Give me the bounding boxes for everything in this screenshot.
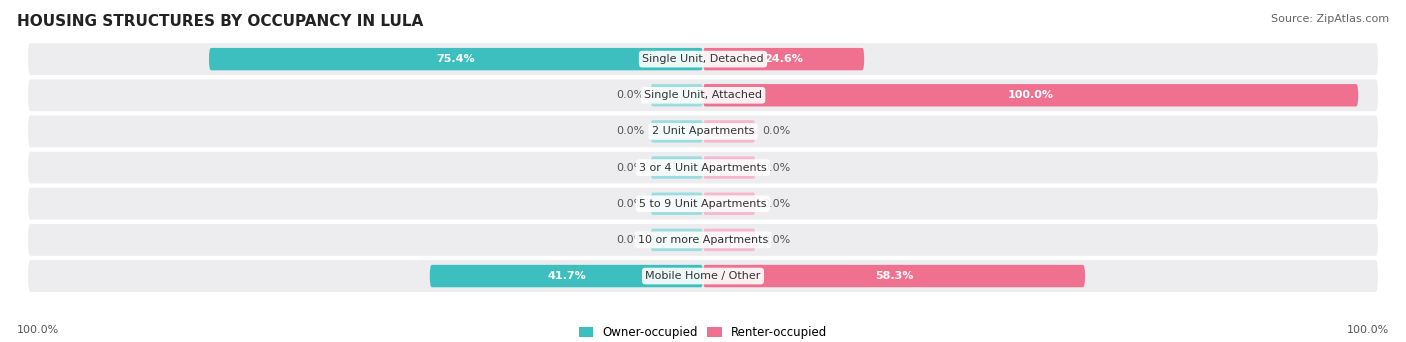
Text: 0.0%: 0.0% — [762, 199, 790, 209]
FancyBboxPatch shape — [651, 84, 703, 106]
Text: Source: ZipAtlas.com: Source: ZipAtlas.com — [1271, 14, 1389, 24]
FancyBboxPatch shape — [209, 48, 703, 70]
Text: 0.0%: 0.0% — [762, 235, 790, 245]
Text: 10 or more Apartments: 10 or more Apartments — [638, 235, 768, 245]
Text: 100.0%: 100.0% — [17, 325, 59, 335]
Legend: Owner-occupied, Renter-occupied: Owner-occupied, Renter-occupied — [574, 321, 832, 342]
FancyBboxPatch shape — [703, 229, 755, 251]
FancyBboxPatch shape — [703, 48, 865, 70]
Text: 2 Unit Apartments: 2 Unit Apartments — [652, 127, 754, 136]
Text: 0.0%: 0.0% — [616, 127, 644, 136]
Text: 5 to 9 Unit Apartments: 5 to 9 Unit Apartments — [640, 199, 766, 209]
Text: Single Unit, Detached: Single Unit, Detached — [643, 54, 763, 64]
FancyBboxPatch shape — [651, 229, 703, 251]
FancyBboxPatch shape — [703, 120, 755, 143]
FancyBboxPatch shape — [703, 156, 755, 179]
FancyBboxPatch shape — [703, 265, 1085, 287]
FancyBboxPatch shape — [651, 193, 703, 215]
Text: 0.0%: 0.0% — [616, 199, 644, 209]
FancyBboxPatch shape — [28, 260, 1378, 292]
Text: 75.4%: 75.4% — [437, 54, 475, 64]
Text: Mobile Home / Other: Mobile Home / Other — [645, 271, 761, 281]
Text: 41.7%: 41.7% — [547, 271, 586, 281]
FancyBboxPatch shape — [703, 84, 1358, 106]
Text: 0.0%: 0.0% — [616, 90, 644, 100]
FancyBboxPatch shape — [703, 193, 755, 215]
FancyBboxPatch shape — [28, 43, 1378, 75]
Text: 100.0%: 100.0% — [1347, 325, 1389, 335]
FancyBboxPatch shape — [28, 79, 1378, 111]
FancyBboxPatch shape — [430, 265, 703, 287]
Text: HOUSING STRUCTURES BY OCCUPANCY IN LULA: HOUSING STRUCTURES BY OCCUPANCY IN LULA — [17, 14, 423, 29]
FancyBboxPatch shape — [651, 120, 703, 143]
Text: 0.0%: 0.0% — [616, 235, 644, 245]
Text: 24.6%: 24.6% — [763, 54, 803, 64]
FancyBboxPatch shape — [28, 188, 1378, 220]
Text: 0.0%: 0.0% — [762, 162, 790, 173]
FancyBboxPatch shape — [651, 156, 703, 179]
Text: 100.0%: 100.0% — [1008, 90, 1053, 100]
Text: 0.0%: 0.0% — [616, 162, 644, 173]
FancyBboxPatch shape — [28, 116, 1378, 147]
Text: 3 or 4 Unit Apartments: 3 or 4 Unit Apartments — [640, 162, 766, 173]
Text: 58.3%: 58.3% — [875, 271, 912, 281]
FancyBboxPatch shape — [28, 224, 1378, 256]
FancyBboxPatch shape — [28, 152, 1378, 184]
Text: 0.0%: 0.0% — [762, 127, 790, 136]
Text: Single Unit, Attached: Single Unit, Attached — [644, 90, 762, 100]
